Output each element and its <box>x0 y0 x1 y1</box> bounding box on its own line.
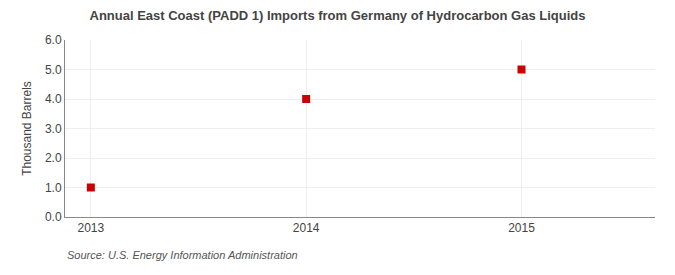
svg-text:5.0: 5.0 <box>45 63 62 77</box>
svg-text:2014: 2014 <box>293 221 320 235</box>
svg-text:0.0: 0.0 <box>45 210 62 224</box>
svg-text:Source: U.S. Energy Informatio: Source: U.S. Energy Information Administ… <box>67 249 298 261</box>
svg-text:1.0: 1.0 <box>45 181 62 195</box>
svg-text:3.0: 3.0 <box>45 122 62 136</box>
svg-text:Annual East Coast (PADD 1) Imp: Annual East Coast (PADD 1) Imports from … <box>90 8 586 23</box>
svg-text:2.0: 2.0 <box>45 151 62 165</box>
svg-text:2015: 2015 <box>508 221 535 235</box>
svg-text:Thousand Barrels: Thousand Barrels <box>20 81 34 176</box>
svg-text:2013: 2013 <box>77 221 104 235</box>
svg-text:6.0: 6.0 <box>45 33 62 47</box>
svg-text:4.0: 4.0 <box>45 92 62 106</box>
